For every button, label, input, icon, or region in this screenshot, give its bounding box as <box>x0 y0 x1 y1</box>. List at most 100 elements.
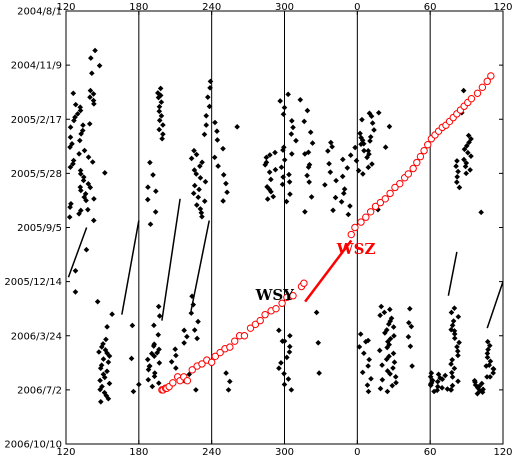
diamond-point <box>352 144 358 151</box>
diamond-point <box>363 338 369 345</box>
circle-point <box>289 291 297 300</box>
diamond-point <box>215 163 221 169</box>
circle-point <box>404 170 413 178</box>
diamond-point <box>390 350 397 357</box>
diamond-point <box>454 344 460 350</box>
diamond-point <box>191 167 198 173</box>
diamond-point <box>455 352 461 359</box>
diamond-point <box>262 161 268 168</box>
diamond-point <box>289 151 295 157</box>
diamond-point <box>477 387 483 394</box>
diamond-point <box>96 62 103 69</box>
diamond-point <box>330 207 336 214</box>
diamond-point <box>193 202 200 208</box>
diamond-point <box>448 387 454 393</box>
diamond-point <box>153 188 159 195</box>
diamond-point <box>81 147 88 154</box>
diamond-point <box>407 343 414 350</box>
diamond-point <box>201 131 208 138</box>
diamond-point <box>449 369 455 376</box>
diamond-point <box>158 99 165 105</box>
y-tick-label: 2006/3/24 <box>11 331 62 342</box>
diamond-point <box>333 177 339 184</box>
diamond-point <box>71 117 77 124</box>
diamond-point <box>106 380 113 387</box>
diamond-point <box>156 126 163 133</box>
diamond-point <box>81 194 88 200</box>
y-tick-label: 2005/2/17 <box>11 115 62 126</box>
diamond-point <box>263 154 270 161</box>
diamond-point <box>340 156 346 163</box>
diamond-point <box>451 305 458 311</box>
diamond-point <box>286 171 292 178</box>
diamond-point <box>390 324 397 330</box>
diamond-point <box>276 365 282 372</box>
diamond-point <box>90 97 97 104</box>
diamond-point <box>360 171 366 177</box>
diamond-point <box>307 129 314 136</box>
trend-line <box>486 281 504 329</box>
diamond-point <box>332 194 339 201</box>
diamond-point <box>301 118 308 125</box>
diamond-point <box>96 349 102 355</box>
trend-line <box>121 220 140 315</box>
x-tick-label: 240 <box>202 2 221 13</box>
diamond-point <box>357 331 364 337</box>
circle-point <box>207 358 216 366</box>
diamond-point <box>202 178 209 185</box>
circle-point <box>371 202 380 211</box>
diamond-point <box>369 120 376 126</box>
diamond-point <box>460 87 467 94</box>
diamond-point <box>103 336 109 343</box>
label-wsy: WSY <box>255 286 295 304</box>
diamond-point <box>155 331 162 338</box>
diamond-point <box>483 363 490 369</box>
diamond-point <box>391 333 397 339</box>
diamond-point <box>463 160 470 166</box>
diamond-point <box>223 180 229 187</box>
diamond-point <box>359 137 366 144</box>
diamond-point <box>90 91 97 97</box>
diamond-point <box>77 184 84 190</box>
diamond-point <box>375 206 381 213</box>
diamond-point <box>358 141 364 148</box>
circle-point <box>467 94 476 103</box>
circle-point <box>381 195 389 203</box>
diamond-point <box>406 319 412 326</box>
circle-point <box>256 316 264 325</box>
diamond-point <box>487 374 493 380</box>
diamond-point <box>150 343 157 349</box>
diamond-point <box>276 327 282 334</box>
diamond-point <box>195 194 202 201</box>
diamond-point <box>72 289 79 295</box>
diamond-point <box>462 163 469 170</box>
diamond-point <box>427 373 434 380</box>
trend-line <box>447 251 458 296</box>
diamond-point <box>366 356 372 363</box>
diamond-point <box>199 159 205 166</box>
diamond-point <box>193 387 199 393</box>
diamond-point <box>67 134 74 140</box>
y-tick-label: 2005/5/28 <box>11 169 62 180</box>
diamond-point <box>92 47 98 54</box>
diamond-point <box>280 174 286 180</box>
diamond-point <box>191 182 198 189</box>
y-axis-ticks: 2004/8/1 2004/11/9 2005/2/17 2005/5/28 2005/… <box>4 7 503 451</box>
y-tick-label: 2005/12/14 <box>4 277 62 288</box>
diamond-point <box>263 159 270 166</box>
circle-point <box>300 279 308 287</box>
diamond-point <box>364 154 370 161</box>
diamond-point <box>173 352 179 359</box>
diamond-point <box>392 374 399 380</box>
diamond-point <box>288 387 295 393</box>
diamond-point <box>286 179 293 185</box>
circle-point <box>272 304 280 313</box>
circle-point <box>487 72 495 80</box>
diamond-point <box>486 362 493 368</box>
annotations: WSY WSZ <box>255 240 376 304</box>
circle-point <box>226 343 234 351</box>
diamond-point <box>442 372 449 379</box>
diamond-point <box>327 169 334 175</box>
diamond-point <box>390 365 396 371</box>
diamond-point <box>80 174 87 180</box>
